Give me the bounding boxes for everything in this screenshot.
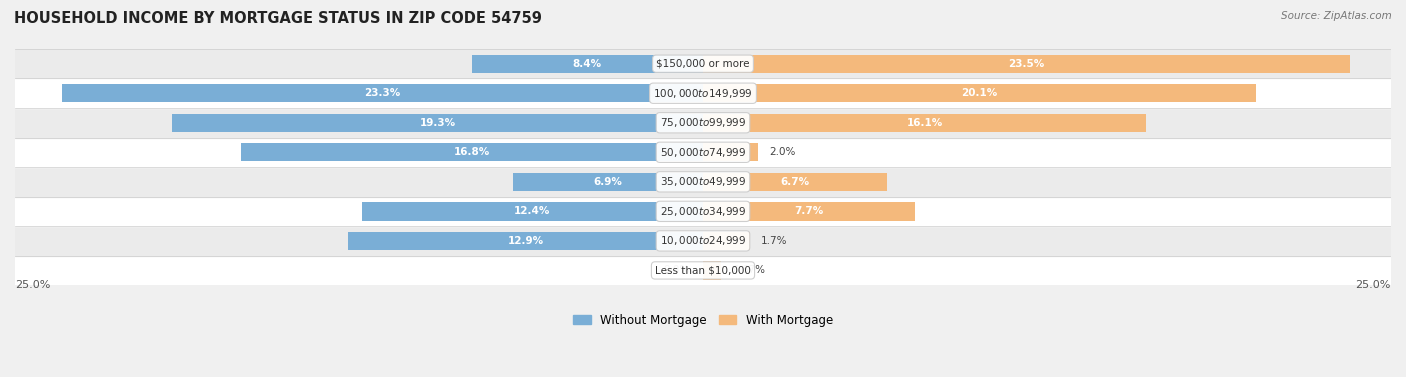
- Text: 23.5%: 23.5%: [1008, 59, 1045, 69]
- Bar: [15, 108, 1391, 138]
- Text: $75,000 to $99,999: $75,000 to $99,999: [659, 116, 747, 129]
- Bar: [15, 167, 1391, 196]
- Bar: [15, 196, 1391, 226]
- Text: $25,000 to $34,999: $25,000 to $34,999: [659, 205, 747, 218]
- Bar: [349, 232, 703, 250]
- Text: HOUSEHOLD INCOME BY MORTGAGE STATUS IN ZIP CODE 54759: HOUSEHOLD INCOME BY MORTGAGE STATUS IN Z…: [14, 11, 541, 26]
- Bar: [15, 226, 1391, 256]
- Bar: [703, 143, 758, 161]
- Bar: [472, 55, 703, 73]
- Bar: [703, 202, 915, 221]
- Text: 25.0%: 25.0%: [15, 280, 51, 290]
- Text: 0.0%: 0.0%: [664, 265, 689, 276]
- Bar: [703, 232, 749, 250]
- Text: $50,000 to $74,999: $50,000 to $74,999: [659, 146, 747, 159]
- Text: 19.3%: 19.3%: [419, 118, 456, 128]
- Bar: [62, 84, 703, 103]
- Bar: [172, 113, 703, 132]
- Legend: Without Mortgage, With Mortgage: Without Mortgage, With Mortgage: [568, 309, 838, 331]
- Text: Source: ZipAtlas.com: Source: ZipAtlas.com: [1281, 11, 1392, 21]
- Text: 1.7%: 1.7%: [761, 236, 787, 246]
- Text: 23.3%: 23.3%: [364, 88, 401, 98]
- Text: 25.0%: 25.0%: [1355, 280, 1391, 290]
- Text: 7.7%: 7.7%: [794, 206, 824, 216]
- Text: Less than $10,000: Less than $10,000: [655, 265, 751, 276]
- Bar: [703, 113, 1146, 132]
- Text: $150,000 or more: $150,000 or more: [657, 59, 749, 69]
- Text: 20.1%: 20.1%: [962, 88, 998, 98]
- Text: 16.8%: 16.8%: [454, 147, 489, 157]
- Bar: [15, 256, 1391, 285]
- Bar: [703, 55, 1350, 73]
- Text: 16.1%: 16.1%: [907, 118, 942, 128]
- Text: 8.4%: 8.4%: [572, 59, 602, 69]
- Bar: [513, 173, 703, 191]
- Text: $100,000 to $149,999: $100,000 to $149,999: [654, 87, 752, 100]
- Bar: [15, 49, 1391, 78]
- Text: $10,000 to $24,999: $10,000 to $24,999: [659, 234, 747, 247]
- Text: 12.4%: 12.4%: [515, 206, 551, 216]
- Text: $35,000 to $49,999: $35,000 to $49,999: [659, 175, 747, 188]
- Bar: [15, 138, 1391, 167]
- Bar: [703, 261, 721, 280]
- Text: 12.9%: 12.9%: [508, 236, 544, 246]
- Bar: [15, 78, 1391, 108]
- Bar: [703, 84, 1256, 103]
- Bar: [361, 202, 703, 221]
- Text: 0.67%: 0.67%: [733, 265, 765, 276]
- Bar: [240, 143, 703, 161]
- Bar: [703, 173, 887, 191]
- Text: 6.9%: 6.9%: [593, 177, 623, 187]
- Text: 6.7%: 6.7%: [780, 177, 810, 187]
- Text: 2.0%: 2.0%: [769, 147, 796, 157]
